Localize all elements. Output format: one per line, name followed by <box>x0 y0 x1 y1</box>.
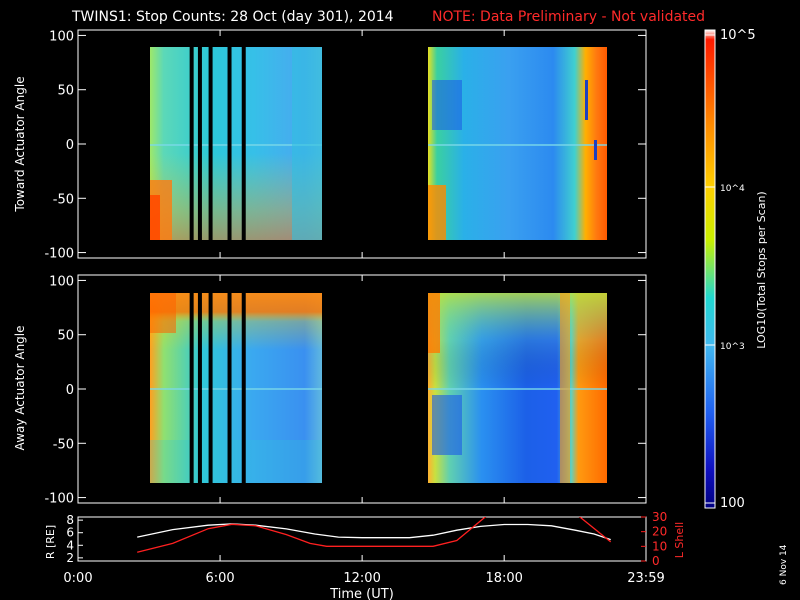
ytick-label: -50 <box>53 192 74 207</box>
data-gap-line <box>241 293 246 483</box>
ytick-label: -100 <box>44 492 74 507</box>
toward-heatmap-block-left <box>150 47 322 240</box>
lshell-ylabel: L Shell <box>673 522 686 558</box>
away-heatmap-block-left <box>150 293 322 483</box>
ytick-label: 100 <box>49 274 74 289</box>
ytick-label: 50 <box>57 84 74 99</box>
away-heatmap-block-right <box>428 293 607 483</box>
toward-heatmap-panel: 100 50 0 -50 -100 <box>44 29 647 262</box>
away-ylabel: Away Actuator Angle <box>13 325 27 450</box>
time-tick-label: 23:59 <box>627 571 664 586</box>
lshell-tick-label: 30 <box>652 510 667 524</box>
ytick-label: 50 <box>57 329 74 344</box>
colorbar-gradient <box>704 29 716 509</box>
lshell-tick-label: 0 <box>652 554 660 568</box>
data-gap-line <box>227 47 232 240</box>
ytick-label: -50 <box>53 437 74 452</box>
colorbar-tick-label: 100 <box>720 496 745 511</box>
colorbar-label: LOG10(Total Stops per Scan) <box>755 191 768 348</box>
preliminary-note: NOTE: Data Preliminary - Not validated <box>432 9 705 25</box>
data-gap-line <box>197 47 202 240</box>
r-tick-label: 6 <box>66 526 74 540</box>
data-gap-line <box>189 293 194 483</box>
lshell-tick-label: 20 <box>652 525 667 539</box>
data-gap-line <box>208 293 213 483</box>
time-tick-label: 6:00 <box>205 571 234 586</box>
r-tick-label: 8 <box>66 513 74 527</box>
toward-ylabel: Toward Actuator Angle <box>13 76 27 212</box>
data-gap-line <box>189 47 194 240</box>
chart-title: TWINS1: Stop Counts: 28 Oct (day 301), 2… <box>71 9 394 25</box>
side-date: 6 Nov 14 <box>779 544 789 585</box>
r-tick-label: 2 <box>66 551 74 565</box>
data-gap-line <box>227 293 232 483</box>
away-heatmap-panel: 100 50 0 -50 -100 <box>44 274 647 507</box>
data-gap-line <box>241 47 246 240</box>
time-xlabel: Time (UT) <box>329 587 394 600</box>
colorbar-tick-label: 10^4 <box>720 184 745 194</box>
orbit-panel-frame <box>77 516 647 562</box>
lshell-series-line <box>137 517 612 553</box>
data-gap-line <box>208 47 213 240</box>
time-tick-label: 0:00 <box>63 571 92 586</box>
lshell-tick-label: 10 <box>652 539 667 553</box>
time-tick-label: 18:00 <box>485 571 522 586</box>
ytick-label: 100 <box>49 29 74 44</box>
r-ylabel: R [RE] <box>44 525 57 559</box>
toward-heatmap-block-right <box>428 47 607 240</box>
ytick-label: 0 <box>66 383 74 398</box>
away-data-gap-lines <box>189 293 246 483</box>
time-tick-label: 12:00 <box>343 571 380 586</box>
r-tick-label: 4 <box>66 538 74 552</box>
data-gap-line <box>197 293 202 483</box>
colorbar: 10^5 10^4 10^3 100 <box>704 28 756 511</box>
colorbar-tick-label: 10^5 <box>720 28 756 43</box>
ytick-label: -100 <box>44 247 74 262</box>
ytick-label: 0 <box>66 138 74 153</box>
toward-data-gap-lines <box>189 47 246 240</box>
colorbar-tick-label: 10^3 <box>720 342 745 352</box>
